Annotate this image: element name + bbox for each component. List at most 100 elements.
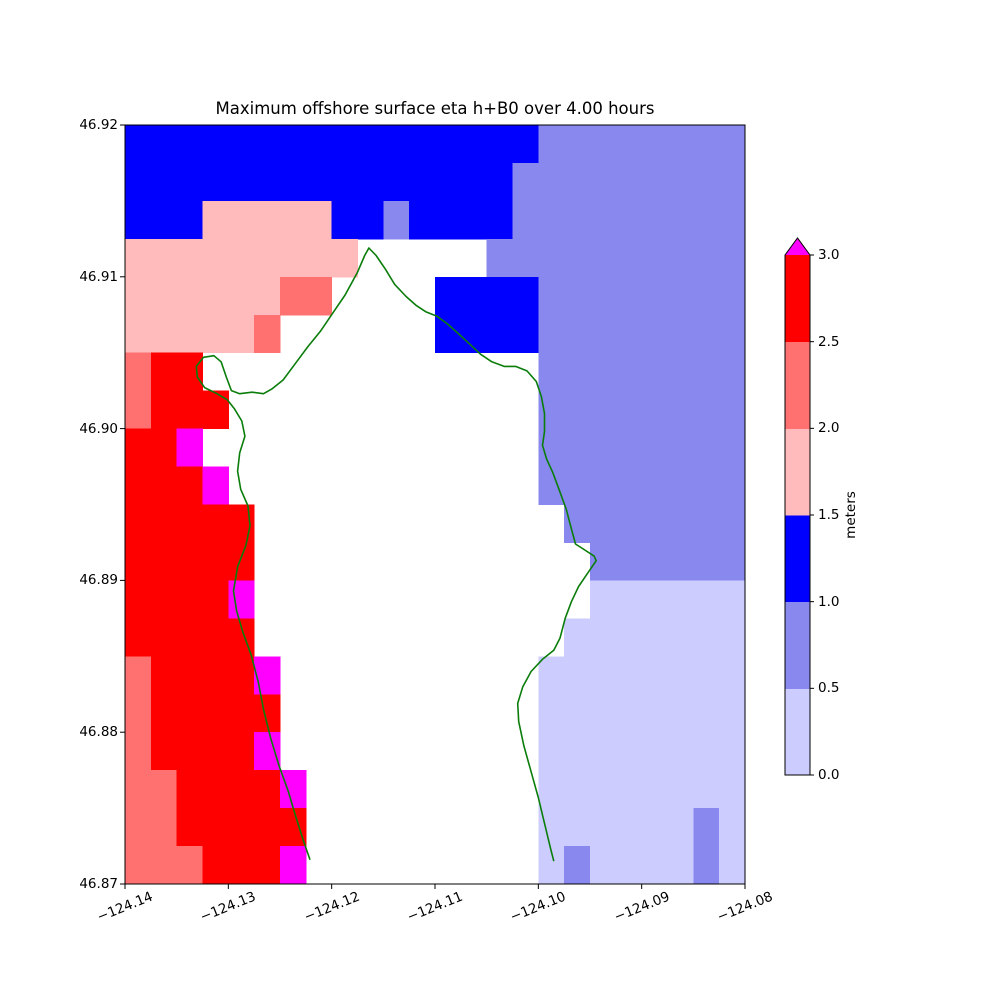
heatmap-cell (564, 466, 591, 505)
heatmap-cell (719, 314, 746, 354)
heatmap-cell (150, 428, 178, 468)
heatmap-cell (667, 618, 694, 657)
heatmap-cell (202, 238, 229, 278)
heatmap-cell (641, 618, 668, 657)
heatmap-cell (512, 238, 539, 278)
heatmap-cell (125, 732, 152, 771)
heatmap-cell (228, 276, 255, 316)
heatmap-cell (280, 200, 307, 240)
heatmap-cell (125, 656, 152, 695)
heatmap-cell (202, 542, 229, 581)
heatmap-cell (641, 390, 668, 430)
heatmap-cell (176, 694, 203, 733)
heatmap-cell (564, 238, 591, 278)
colorbar-tick-label: 1.5 (818, 507, 840, 523)
heatmap-cell (564, 162, 591, 202)
heatmap-cell (615, 656, 643, 695)
heatmap-cell (383, 162, 410, 202)
heatmap-cell (460, 276, 488, 316)
heatmap-cell (125, 314, 152, 354)
heatmap-cell (176, 200, 203, 240)
heatmap-cell (305, 276, 333, 316)
heatmap-cell (202, 504, 229, 543)
heatmap-cell (667, 466, 694, 505)
heatmap-cell (280, 125, 307, 164)
heatmap-cell (590, 846, 617, 885)
heatmap-cell (693, 770, 720, 809)
heatmap-cell (460, 125, 488, 164)
heatmap-cell (667, 542, 694, 581)
heatmap-cell (176, 846, 203, 885)
heatmap-cell (125, 200, 152, 240)
heatmap-cell (202, 200, 229, 240)
heatmap-cell (641, 200, 668, 240)
colorbar-segment (785, 515, 810, 603)
heatmap-cell (254, 770, 281, 809)
heatmap-cell (615, 808, 643, 847)
heatmap-cell (409, 200, 436, 240)
heatmap-cell (125, 694, 152, 733)
heatmap-cell (435, 200, 462, 240)
heatmap-cell (331, 162, 358, 202)
heatmap-cell (538, 276, 565, 316)
colorbar-tick-label: 2.0 (818, 420, 840, 437)
heatmap-cell (719, 390, 746, 430)
heatmap-cell (693, 618, 720, 657)
heatmap-cell (719, 732, 746, 771)
heatmap-cell (150, 162, 178, 202)
heatmap-cell (590, 770, 617, 809)
heatmap-cell (357, 200, 384, 240)
heatmap-cell (641, 504, 668, 543)
heatmap-cell (693, 808, 720, 847)
heatmap-cell (460, 314, 488, 354)
heatmap-cell (615, 428, 643, 468)
colorbar-outline (784, 237, 811, 776)
heatmap-cell (254, 314, 281, 354)
heatmap-cell (693, 580, 720, 619)
heatmap-cell (641, 162, 668, 202)
colorbar-tick-label: 3.0 (818, 247, 840, 263)
heatmap-cell (486, 200, 513, 240)
heatmap-cell (615, 770, 643, 809)
heatmap-cell (383, 200, 410, 240)
colorbar-tick-label: 2.5 (818, 333, 840, 350)
heatmap-cell (176, 390, 203, 430)
heatmap-cell (280, 276, 307, 316)
heatmap-cell (202, 125, 229, 164)
heatmap-cell (615, 390, 643, 430)
heatmap-cell (228, 694, 255, 733)
heatmap-cell (150, 542, 178, 581)
heatmap-cell (693, 276, 720, 316)
heatmap-cell (564, 656, 591, 695)
heatmap-cell (228, 125, 255, 164)
colorbar-tick-label: 0.5 (818, 680, 840, 697)
heatmap-cell (667, 314, 694, 354)
heatmap-cell (150, 694, 178, 733)
heatmap-cell (254, 162, 281, 202)
heatmap-cell (615, 694, 643, 733)
heatmap-cell (719, 656, 746, 695)
heatmap-cell (176, 656, 203, 695)
heatmap-cell (176, 504, 203, 543)
heatmap-cell (641, 808, 668, 847)
heatmap-cell (641, 694, 668, 733)
heatmap-cell (564, 276, 591, 316)
heatmap-cell (176, 770, 203, 809)
heatmap-cell (719, 466, 746, 505)
heatmap-cell (125, 390, 152, 430)
heatmap-cell (641, 580, 668, 619)
heatmap-cell (202, 276, 229, 316)
heatmap-cell (176, 238, 203, 278)
heatmap-cell (641, 466, 668, 505)
heatmap-cell (667, 504, 694, 543)
heatmap-cell (538, 238, 565, 278)
heatmap-cell (667, 162, 694, 202)
colorbar-segment (785, 688, 810, 776)
heatmap-cell (331, 125, 358, 164)
heatmap-cell (719, 618, 746, 657)
heatmap-cell (228, 162, 255, 202)
heatmap-cell (641, 428, 668, 468)
heatmap-cell (538, 428, 565, 468)
heatmap-cell (150, 732, 178, 771)
